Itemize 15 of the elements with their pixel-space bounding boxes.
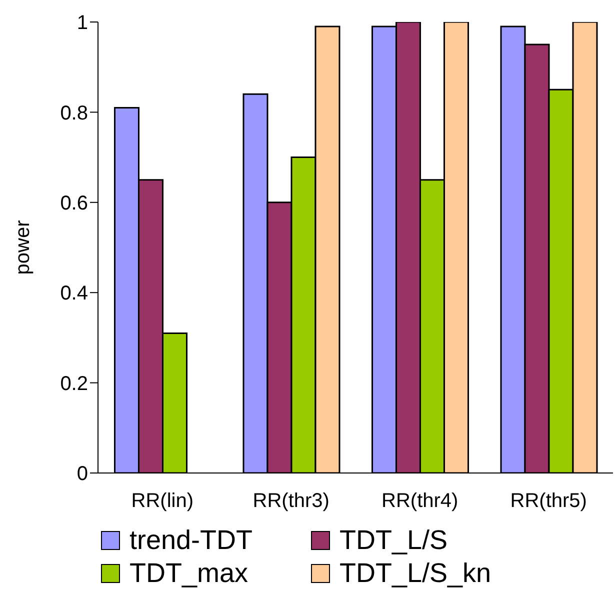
y-tick-label: 0.4: [60, 282, 88, 305]
y-tick-label: 0: [76, 463, 88, 486]
x-tick-label: RR(thr4): [382, 490, 458, 512]
x-tick-label: RR(thr5): [510, 490, 587, 512]
y-tick-label: 0.6: [60, 192, 88, 214]
legend-label: TDT_L/S: [340, 525, 448, 556]
y-axis-title: power: [12, 220, 34, 275]
x-tick-label: RR(lin): [131, 490, 194, 512]
y-tick-label: 0.8: [60, 102, 88, 124]
legend-label: TDT_max: [130, 558, 248, 589]
legend-label: TDT_L/S_kn: [340, 558, 492, 589]
x-tick-label: RR(thr3): [252, 490, 330, 512]
y-tick-label: 1: [76, 12, 88, 34]
y-tick-label: 0.2: [60, 372, 88, 395]
legend-label: trend-TDT: [130, 525, 253, 556]
